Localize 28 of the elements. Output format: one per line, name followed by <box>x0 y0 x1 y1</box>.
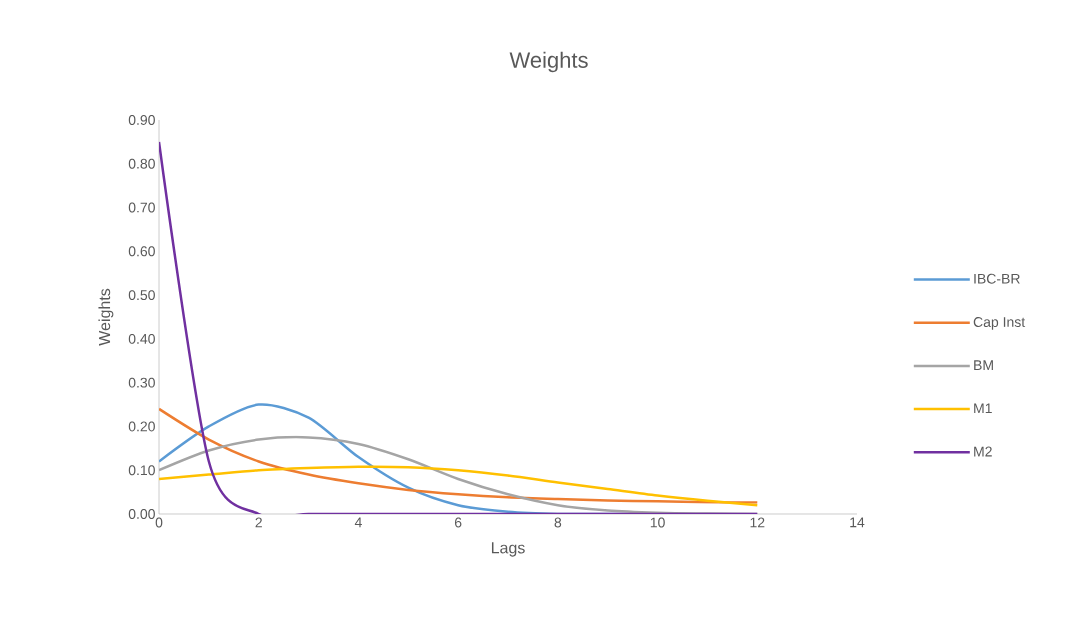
y-tick-label: 0.30 <box>128 377 155 388</box>
chart-title: Weights <box>509 51 588 73</box>
y-tick-label: 0.00 <box>128 509 155 519</box>
y-tick-label: 0.70 <box>128 202 155 213</box>
x-tick-label: 4 <box>354 517 362 528</box>
x-tick-label: 2 <box>255 517 262 528</box>
y-tick-label: 0.60 <box>128 246 155 257</box>
y-tick-label: 0.80 <box>128 158 155 169</box>
y-tick-label: 0.20 <box>128 421 155 432</box>
y-tick-label: 0.90 <box>128 115 155 125</box>
y-tick-label: 0.50 <box>128 290 155 301</box>
line-series <box>159 407 759 504</box>
y-tick-label: 0.40 <box>128 333 155 344</box>
x-tick-label: 0 <box>155 517 163 528</box>
y-axis-title: Weights <box>98 288 114 346</box>
x-tick-label: 12 <box>750 517 765 528</box>
legend-label: M2 <box>974 446 992 457</box>
x-tick-label: 6 <box>454 517 462 528</box>
x-axis-title: Lags <box>491 542 525 557</box>
legend-label: Cap Inst <box>973 317 1026 330</box>
legend-label: M1 <box>974 403 992 414</box>
x-tick-label: 10 <box>650 517 665 528</box>
legend-label: BM <box>974 360 993 370</box>
legend-label: IBC-BR <box>974 273 1020 284</box>
y-tick-label: 0.10 <box>128 465 155 476</box>
x-tick-label: 14 <box>850 517 865 528</box>
line-series <box>159 465 759 507</box>
x-tick-label: 8 <box>554 517 562 528</box>
